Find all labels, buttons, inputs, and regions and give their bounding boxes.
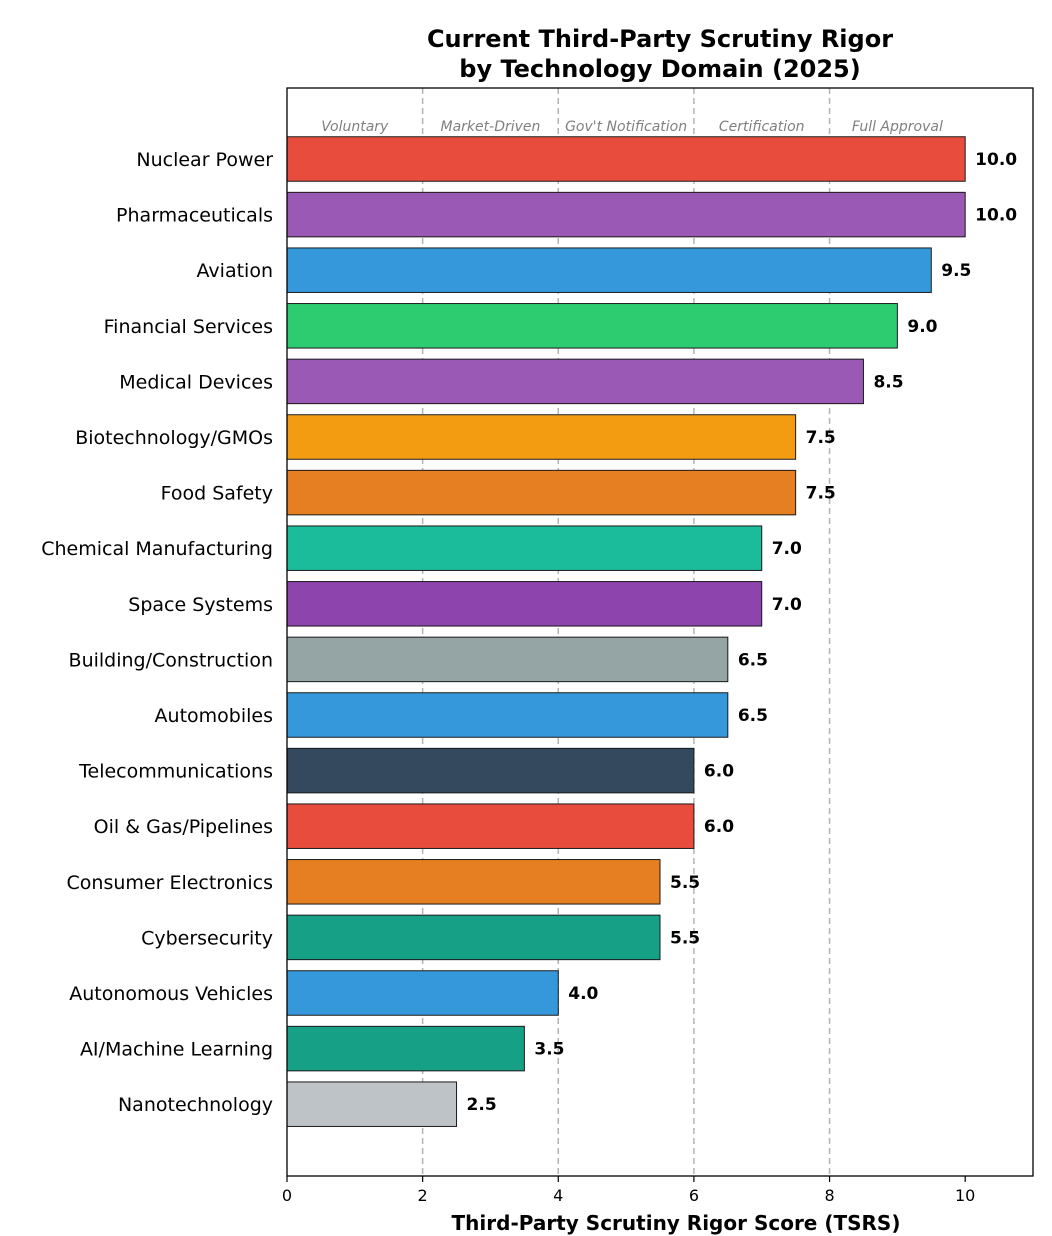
bar-5 [286, 414, 797, 460]
category-label: Space Systems [128, 594, 273, 616]
bar-11 [286, 747, 695, 794]
bar-14 [286, 914, 661, 961]
value-label: 3.5 [534, 1040, 564, 1060]
value-label: 4.0 [568, 984, 598, 1004]
value-label: 7.5 [806, 428, 836, 448]
bar-10 [286, 692, 729, 738]
value-label: 9.0 [907, 317, 937, 337]
bar-1 [286, 191, 966, 238]
category-label: Biotechnology/GMOs [75, 427, 273, 449]
x-tick-label: 8 [824, 1186, 834, 1205]
category-label: Aviation [197, 260, 273, 282]
x-tick-label: 6 [689, 1186, 699, 1205]
value-label: 2.5 [467, 1095, 497, 1115]
category-label: Nanotechnology [118, 1094, 273, 1116]
region-label-2: Gov't Notification [565, 119, 687, 135]
category-label: Pharmaceuticals [116, 205, 273, 227]
region-label-4: Full Approval [852, 119, 943, 135]
bar-15 [286, 970, 559, 1016]
bar-9 [286, 636, 729, 683]
value-label: 6.0 [704, 762, 734, 782]
value-label: 10.0 [975, 150, 1017, 170]
value-label: 9.5 [941, 261, 971, 281]
value-label: 6.5 [738, 650, 768, 670]
value-label: 6.0 [704, 817, 734, 837]
bar-17 [286, 1081, 458, 1127]
x-axis-label: Third-Party Scrutiny Rigor Score (TSRS) [452, 1211, 901, 1235]
value-label: 5.5 [670, 873, 700, 893]
bar-3 [286, 303, 898, 349]
category-label: Automobiles [155, 705, 273, 727]
bar-2 [286, 247, 932, 293]
region-label-3: Certification [719, 119, 805, 135]
category-label: Medical Devices [119, 371, 273, 393]
bar-12 [286, 803, 695, 849]
value-label: 7.5 [806, 484, 836, 504]
x-tick-label: 2 [418, 1186, 428, 1205]
category-label: Financial Services [104, 316, 273, 338]
category-label: Autonomous Vehicles [69, 983, 273, 1005]
region-label-0: Voluntary [321, 119, 389, 135]
x-tick-label: 4 [553, 1186, 563, 1205]
bar-16 [286, 1025, 525, 1072]
category-label: Telecommunications [78, 761, 273, 783]
bar-4 [286, 358, 864, 405]
x-tick-label: 10 [955, 1186, 975, 1205]
category-label: Building/Construction [69, 649, 273, 671]
bar-13 [286, 859, 661, 905]
bar-6 [286, 469, 797, 516]
value-label: 10.0 [975, 206, 1017, 226]
value-label: 7.0 [772, 539, 802, 559]
value-label: 8.5 [873, 372, 903, 392]
plot-area-frame [286, 87, 1034, 1177]
category-label: Oil & Gas/Pipelines [94, 816, 273, 838]
value-label: 7.0 [772, 595, 802, 615]
category-label: Food Safety [161, 483, 273, 505]
category-label: Nuclear Power [136, 149, 273, 171]
value-label: 5.5 [670, 928, 700, 948]
bar-7 [286, 525, 763, 571]
category-label: Cybersecurity [141, 927, 273, 949]
category-label: Consumer Electronics [67, 872, 273, 894]
bar-8 [286, 581, 763, 627]
bar-0 [286, 136, 966, 182]
chart-subtitle: by Technology Domain (2025) [459, 55, 860, 83]
chart-title: Current Third-Party Scrutiny Rigor [427, 25, 893, 53]
category-label: AI/Machine Learning [80, 1039, 273, 1061]
category-label: Chemical Manufacturing [41, 538, 273, 560]
region-label-1: Market-Driven [441, 119, 541, 135]
x-tick-label: 0 [282, 1186, 292, 1205]
value-label: 6.5 [738, 706, 768, 726]
